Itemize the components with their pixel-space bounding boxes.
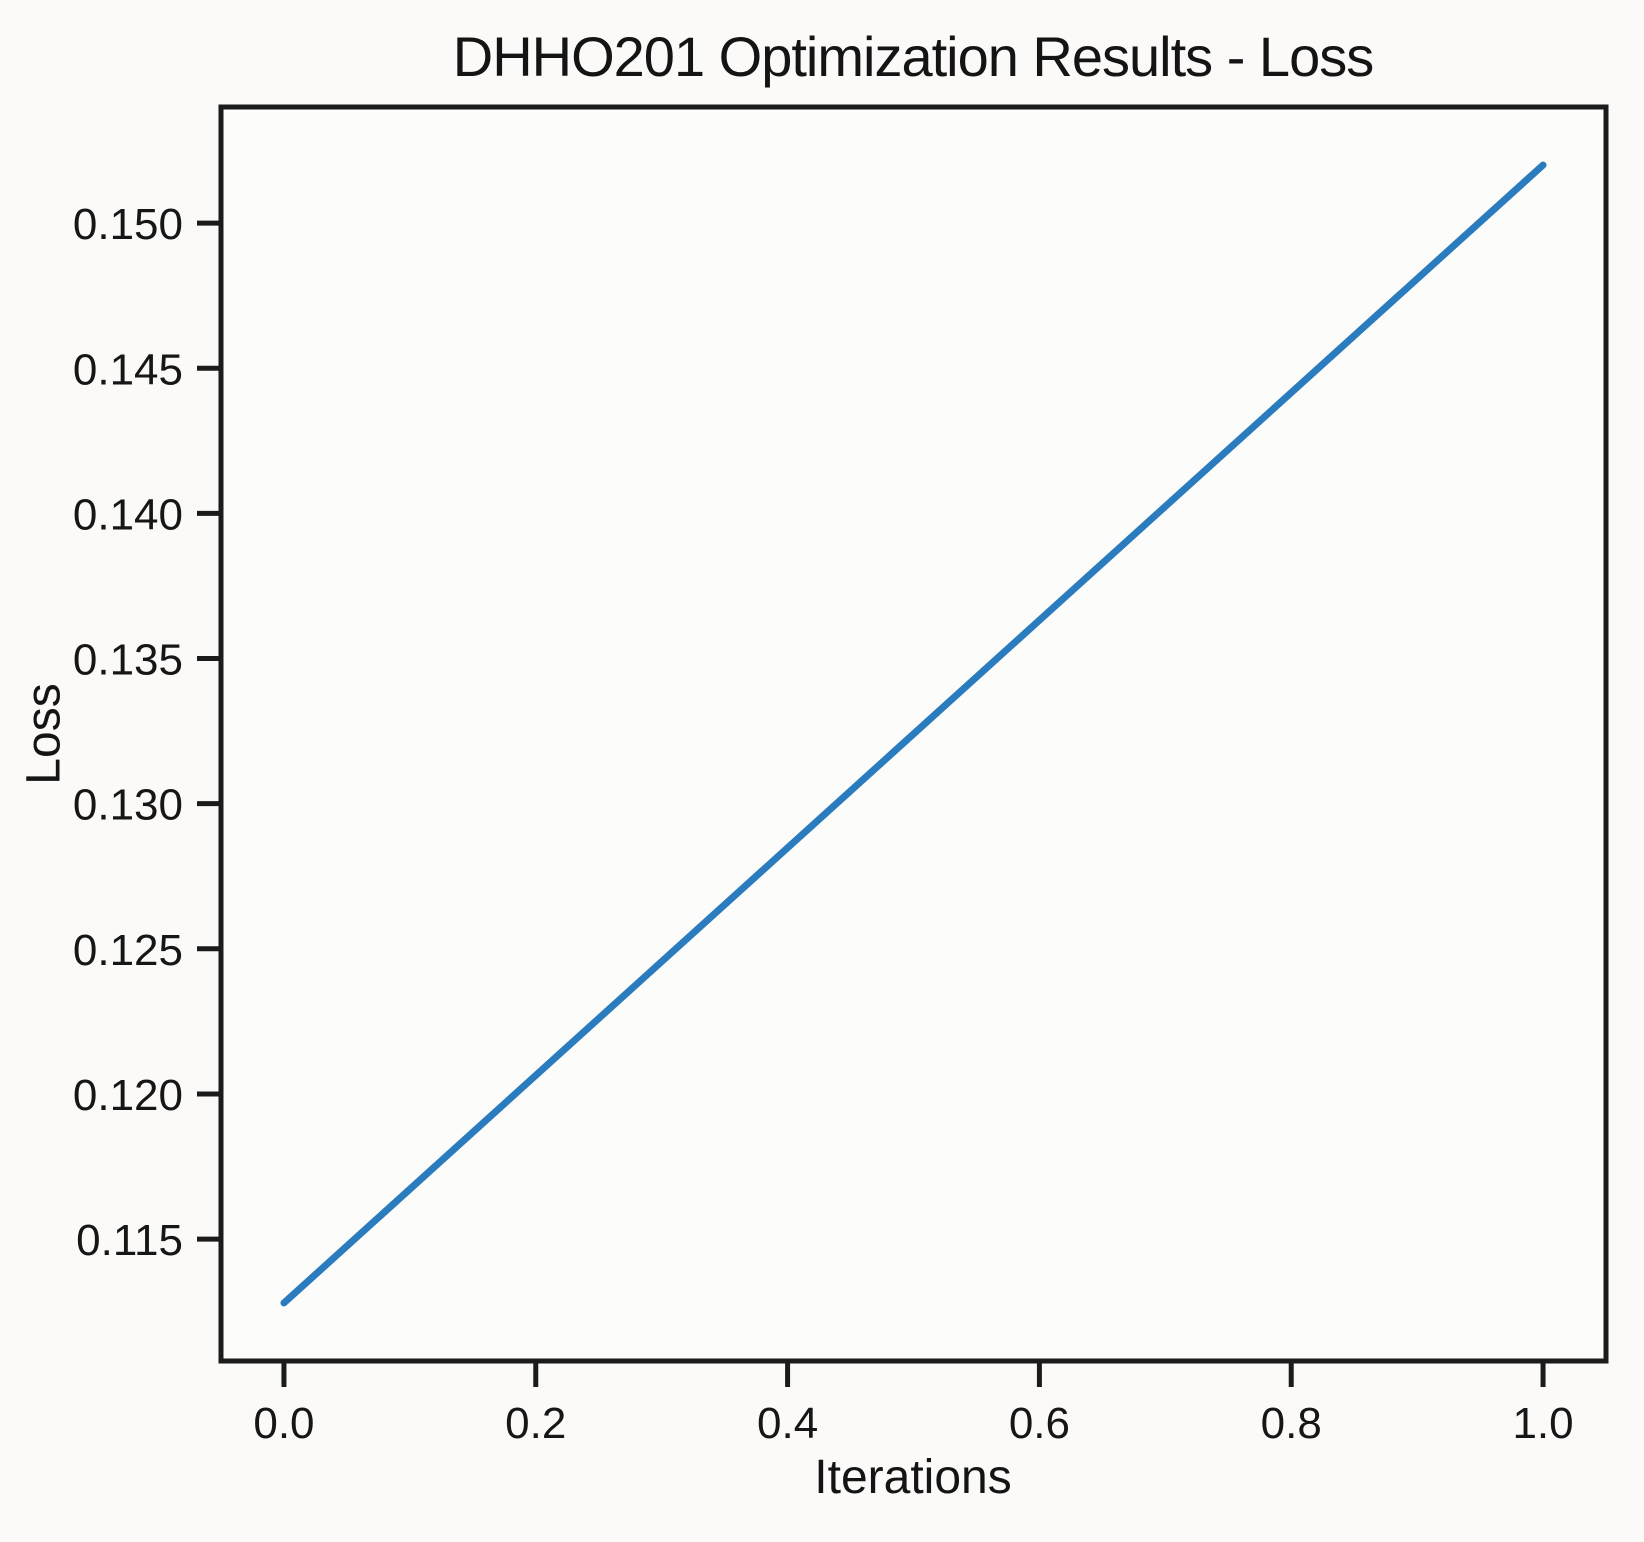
- y-tick-label: 0.130: [73, 781, 183, 830]
- x-axis-label: Iterations: [814, 1451, 1012, 1504]
- y-axis-label: Loss: [17, 683, 71, 785]
- y-tick-label: 0.120: [73, 1071, 183, 1120]
- x-tick-label: 0.2: [505, 1399, 566, 1448]
- y-tick-label: 0.125: [73, 926, 183, 975]
- y-tick-label: 0.115: [76, 1216, 183, 1265]
- y-tick-label: 0.140: [73, 490, 183, 539]
- y-tick-label: 0.145: [73, 345, 183, 394]
- x-tick-label: 1.0: [1512, 1399, 1573, 1448]
- x-tick-label: 0.6: [1009, 1399, 1070, 1448]
- loss-line: [280, 161, 1547, 1307]
- x-tick-label: 0.0: [253, 1399, 314, 1448]
- y-tick-label: 0.135: [73, 636, 183, 685]
- chart-title: DHHO201 Optimization Results - Loss: [452, 25, 1374, 88]
- x-tick-label: 0.8: [1261, 1399, 1322, 1448]
- x-tick-label: 0.4: [757, 1399, 818, 1448]
- y-tick-label: 0.150: [73, 200, 183, 249]
